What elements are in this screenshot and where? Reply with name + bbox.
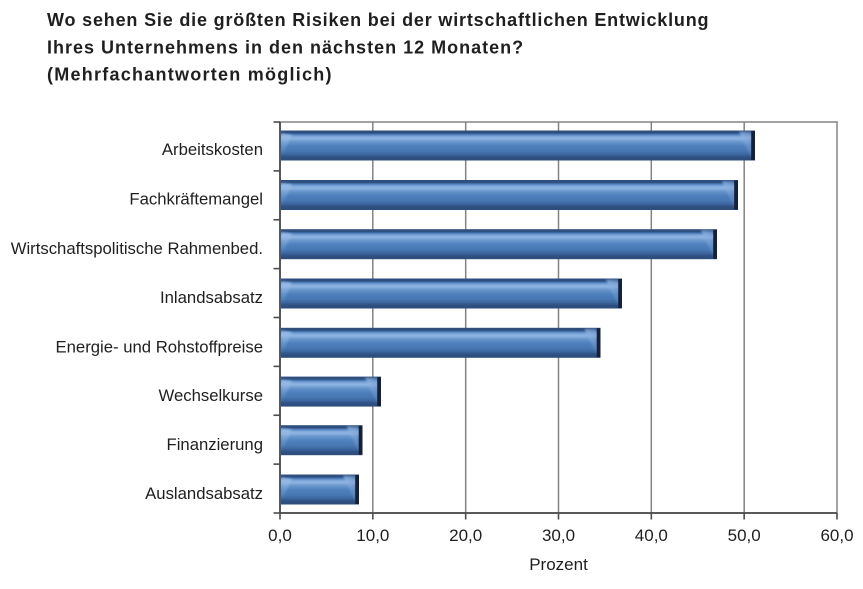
svg-text:Wirtschaftspolitische Rahmenbe: Wirtschaftspolitische Rahmenbed.	[11, 239, 263, 258]
svg-text:Inlandsabsatz: Inlandsabsatz	[160, 288, 263, 307]
svg-text:Wechselkurse: Wechselkurse	[159, 386, 264, 405]
svg-text:(Mehrfachantworten möglich): (Mehrfachantworten möglich)	[47, 64, 333, 84]
svg-text:Wo sehen Sie die größten Risik: Wo sehen Sie die größten Risiken bei der…	[47, 10, 709, 30]
svg-text:Fachkräftemangel: Fachkräftemangel	[129, 190, 263, 209]
svg-text:0,0: 0,0	[268, 526, 292, 545]
svg-text:60,0: 60,0	[820, 526, 853, 545]
svg-text:Finanzierung: Finanzierung	[167, 435, 263, 454]
svg-text:Prozent: Prozent	[529, 555, 588, 574]
svg-text:Energie- und Rohstoffpreise: Energie- und Rohstoffpreise	[56, 337, 264, 356]
svg-text:20,0: 20,0	[449, 526, 482, 545]
svg-text:50,0: 50,0	[728, 526, 761, 545]
svg-text:Arbeitskosten: Arbeitskosten	[162, 140, 263, 159]
svg-text:30,0: 30,0	[542, 526, 575, 545]
svg-text:Ihres Unternehmens in den näch: Ihres Unternehmens in den nächsten 12 Mo…	[47, 37, 524, 57]
svg-text:Auslandsabsatz: Auslandsabsatz	[145, 484, 263, 503]
svg-text:10,0: 10,0	[356, 526, 389, 545]
svg-text:40,0: 40,0	[635, 526, 668, 545]
